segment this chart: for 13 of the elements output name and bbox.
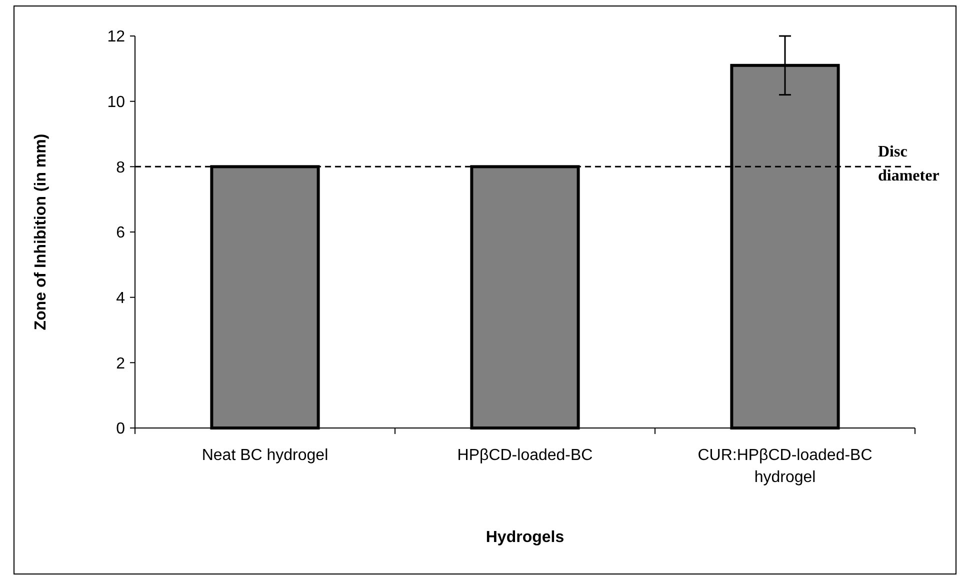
- x-tick-label: CUR:HPβCD-loaded-BC hydrogel: [698, 447, 872, 486]
- y-tick-label: 0: [116, 420, 126, 438]
- y-tick-label: 8: [116, 159, 126, 176]
- ref-line-label: Disc diameter: [878, 144, 940, 185]
- y-tick-label: 6: [116, 224, 126, 242]
- y-tick-label: 10: [107, 94, 126, 111]
- x-axis-title: Hydrogels: [486, 529, 564, 546]
- y-tick-label: 4: [116, 290, 126, 307]
- x-tick-label: HPβCD-loaded-BC: [457, 447, 593, 464]
- x-tick-label: Neat BC hydrogel: [202, 447, 328, 464]
- y-axis-title: Zone of Inhibition (in mm): [32, 134, 50, 330]
- y-tick-label: 2: [116, 355, 126, 372]
- y-tick-label: 12: [107, 28, 126, 46]
